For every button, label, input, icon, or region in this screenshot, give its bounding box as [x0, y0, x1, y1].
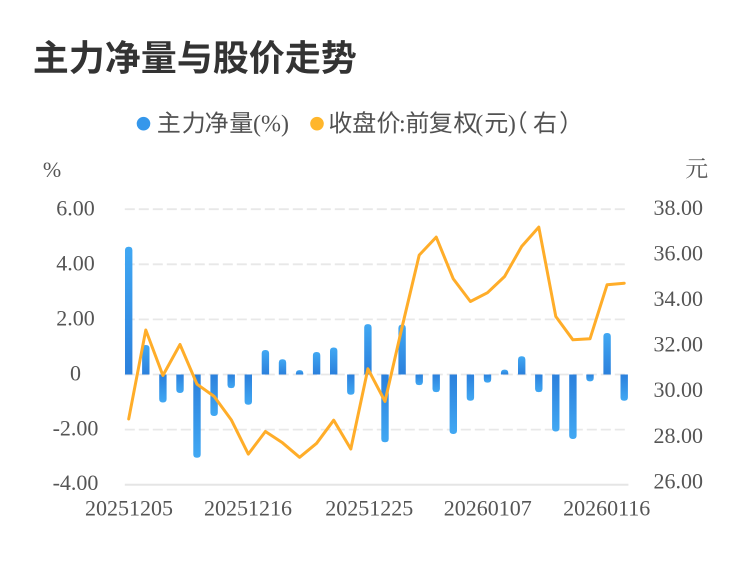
svg-text:20251216: 20251216: [204, 495, 292, 520]
svg-text:(: (: [475, 112, 483, 138]
svg-text:38.00: 38.00: [654, 195, 704, 220]
svg-text:30.00: 30.00: [654, 377, 704, 402]
svg-text:4.00: 4.00: [56, 250, 95, 275]
svg-text:20251225: 20251225: [325, 495, 413, 520]
svg-text:6.00: 6.00: [56, 195, 95, 220]
svg-text:26.00: 26.00: [654, 468, 704, 493]
svg-text:32.00: 32.00: [654, 332, 704, 357]
svg-text:20260116: 20260116: [563, 495, 650, 520]
svg-text:28.00: 28.00: [654, 423, 704, 448]
svg-text:-2.00: -2.00: [53, 416, 99, 441]
svg-text:0: 0: [70, 361, 81, 386]
svg-text::: :: [399, 112, 406, 138]
svg-text:%: %: [43, 157, 61, 182]
svg-text:(%): (%): [253, 112, 289, 138]
svg-text:20251205: 20251205: [85, 495, 173, 520]
svg-text:-4.00: -4.00: [53, 470, 99, 495]
svg-text:20260107: 20260107: [444, 495, 532, 520]
svg-text:34.00: 34.00: [654, 286, 704, 311]
svg-text:36.00: 36.00: [654, 240, 704, 265]
svg-text:): ): [508, 112, 516, 138]
svg-text:2.00: 2.00: [56, 306, 95, 331]
